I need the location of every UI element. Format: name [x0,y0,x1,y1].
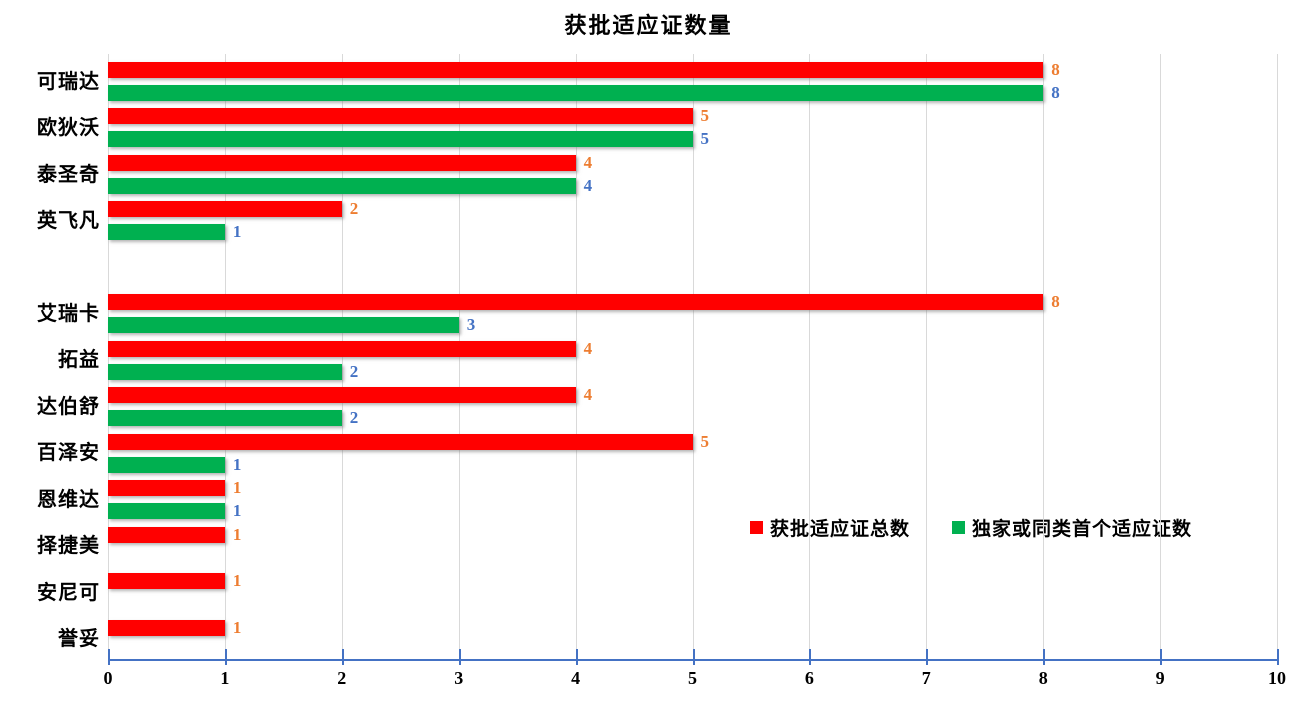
x-axis-tick [926,649,929,665]
bar-value-label-exclusive: 4 [583,175,593,195]
bar-value-label-total: 1 [232,478,242,498]
bar-total [108,433,693,450]
gridline [809,54,811,662]
x-axis-tick [341,649,344,665]
bar-exclusive [108,224,225,241]
x-axis-tick [692,649,695,665]
bar-value-label-total: 4 [583,385,593,405]
gridline [1277,54,1278,662]
bar-value-label-total: 1 [232,617,242,637]
bar-total [108,387,576,404]
gridline [1160,54,1162,662]
x-axis-tick [1277,649,1279,665]
x-tick-label: 8 [1038,668,1048,688]
legend: 获批适应证总数 独家或同类首个适应证数 [750,514,1192,541]
category-label: 艾瑞卡 [37,303,100,326]
category-label: 达伯舒 [37,395,100,418]
legend-swatch-exclusive [952,521,966,534]
bar-value-label-exclusive: 2 [349,408,359,428]
x-axis-tick [809,649,812,665]
bar-exclusive [108,177,576,194]
x-axis-tick [458,649,461,665]
legend-label-exclusive: 独家或同类首个适应证数 [972,519,1193,540]
x-tick-label: 10 [1268,668,1286,688]
bar-total [108,108,693,125]
bar-value-label-total: 8 [1051,292,1060,312]
legend-item-total: 获批适应证总数 [750,514,910,541]
x-tick-label: 5 [688,668,697,688]
x-axis-tick [575,649,578,665]
legend-item-exclusive: 独家或同类首个适应证数 [952,514,1192,541]
x-tick-label: 7 [921,668,931,688]
legend-label-total: 获批适应证总数 [770,519,911,540]
category-label: 拓益 [58,349,100,372]
x-tick-label: 1 [220,668,230,688]
bar-exclusive [108,317,459,334]
x-tick-label: 2 [337,668,347,688]
bar-value-label-exclusive: 2 [349,361,359,381]
bar-value-label-total: 5 [700,431,710,451]
x-axis-tick [108,649,110,665]
x-axis-tick [1043,649,1046,665]
category-label: 恩维达 [37,488,100,511]
bar-value-label-exclusive: 1 [232,222,242,242]
category-label: 可瑞达 [37,70,100,93]
x-axis-tick [1160,649,1163,665]
category-label: 英飞凡 [37,210,100,233]
bar-exclusive [108,131,693,148]
bar-value-label-total: 1 [232,571,242,591]
bar-value-label-total: 5 [700,106,710,126]
bar-value-label-total: 1 [232,524,242,544]
bar-total [108,619,225,636]
bar-total [108,154,576,171]
gridline [341,54,343,662]
category-label: 欧狄沃 [37,117,100,140]
gridline [458,54,460,662]
bar-value-label-exclusive: 1 [232,501,242,521]
x-axis-tick [224,649,227,665]
x-tick-label: 3 [454,668,464,688]
bar-exclusive [108,456,225,473]
bar-total [108,480,225,497]
category-label: 誉妥 [58,628,100,651]
bar-value-label-total: 8 [1051,60,1060,79]
bar-value-label-total: 4 [583,338,593,358]
bar-value-label-total: 4 [583,152,593,172]
bar-total [108,573,225,590]
bar-value-label-exclusive: 3 [466,315,476,335]
bar-value-label-exclusive: 5 [700,129,710,149]
bar-exclusive [108,85,1044,101]
x-tick-label: 9 [1155,668,1165,688]
bar-value-label-exclusive: 8 [1051,83,1060,102]
bar-exclusive [108,363,342,380]
category-label: 泰圣奇 [37,163,100,186]
bar-total [108,340,576,357]
gridline [224,54,226,662]
bar-exclusive [108,410,342,427]
gridline [108,54,109,662]
legend-swatch-total [750,521,763,534]
x-tick-label: 4 [571,668,581,688]
x-tick-label: 0 [103,668,113,688]
bar-exclusive [108,503,225,520]
category-label: 择捷美 [37,535,100,558]
category-label: 百泽安 [37,442,100,465]
category-label: 安尼可 [37,581,100,604]
gridline [692,54,694,662]
bar-total [108,62,1044,78]
bar-value-label-exclusive: 1 [232,454,242,474]
gridline [926,54,928,662]
bar-value-label-total: 2 [349,199,359,219]
gridline [1043,54,1045,662]
gridline [575,54,577,662]
x-tick-label: 6 [804,668,814,688]
bar-total [108,294,1044,311]
chart-title: 获批适应证数量 [564,13,733,38]
bar-total [108,201,342,218]
bar-total [108,526,225,543]
